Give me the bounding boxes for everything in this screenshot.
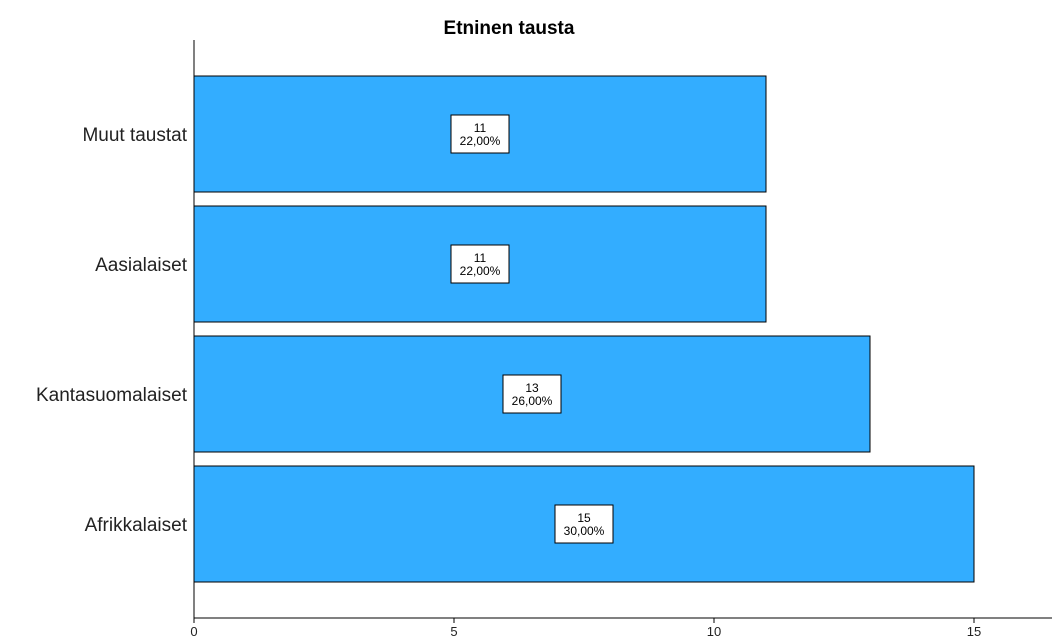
data-label-percent-2: 26,00%: [512, 394, 553, 408]
chart-title: Etninen tausta: [444, 18, 575, 39]
category-label-3: Afrikkalaiset: [85, 515, 188, 536]
x-tick-label-1: 5: [450, 624, 457, 639]
data-label-count-2: 13: [525, 381, 539, 395]
data-label-percent-1: 22,00%: [460, 264, 501, 278]
data-label-box-1: [450, 244, 510, 284]
data-label-count-0: 11: [474, 121, 487, 135]
x-tick-label-3: 15: [967, 624, 981, 639]
data-label-percent-0: 22,00%: [460, 134, 501, 148]
category-label-1: Aasialaiset: [95, 255, 188, 276]
data-label-count-1: 11: [474, 251, 487, 265]
x-tick-label-0: 0: [190, 624, 197, 639]
axes-layer: Muut taustat Aasialaiset Kantasuomalaiset A…: [36, 40, 1052, 639]
data-label-box-3: [554, 504, 614, 544]
x-tick-label-2: 10: [707, 624, 721, 639]
data-label-count-3: 15: [577, 511, 591, 525]
data-label-percent-3: 30,00%: [564, 524, 605, 538]
category-label-0: Muut taustat: [82, 125, 187, 146]
category-label-2: Kantasuomalaiset: [36, 385, 188, 406]
data-label-box-0: [450, 114, 510, 154]
data-label-box-2: [502, 374, 562, 414]
